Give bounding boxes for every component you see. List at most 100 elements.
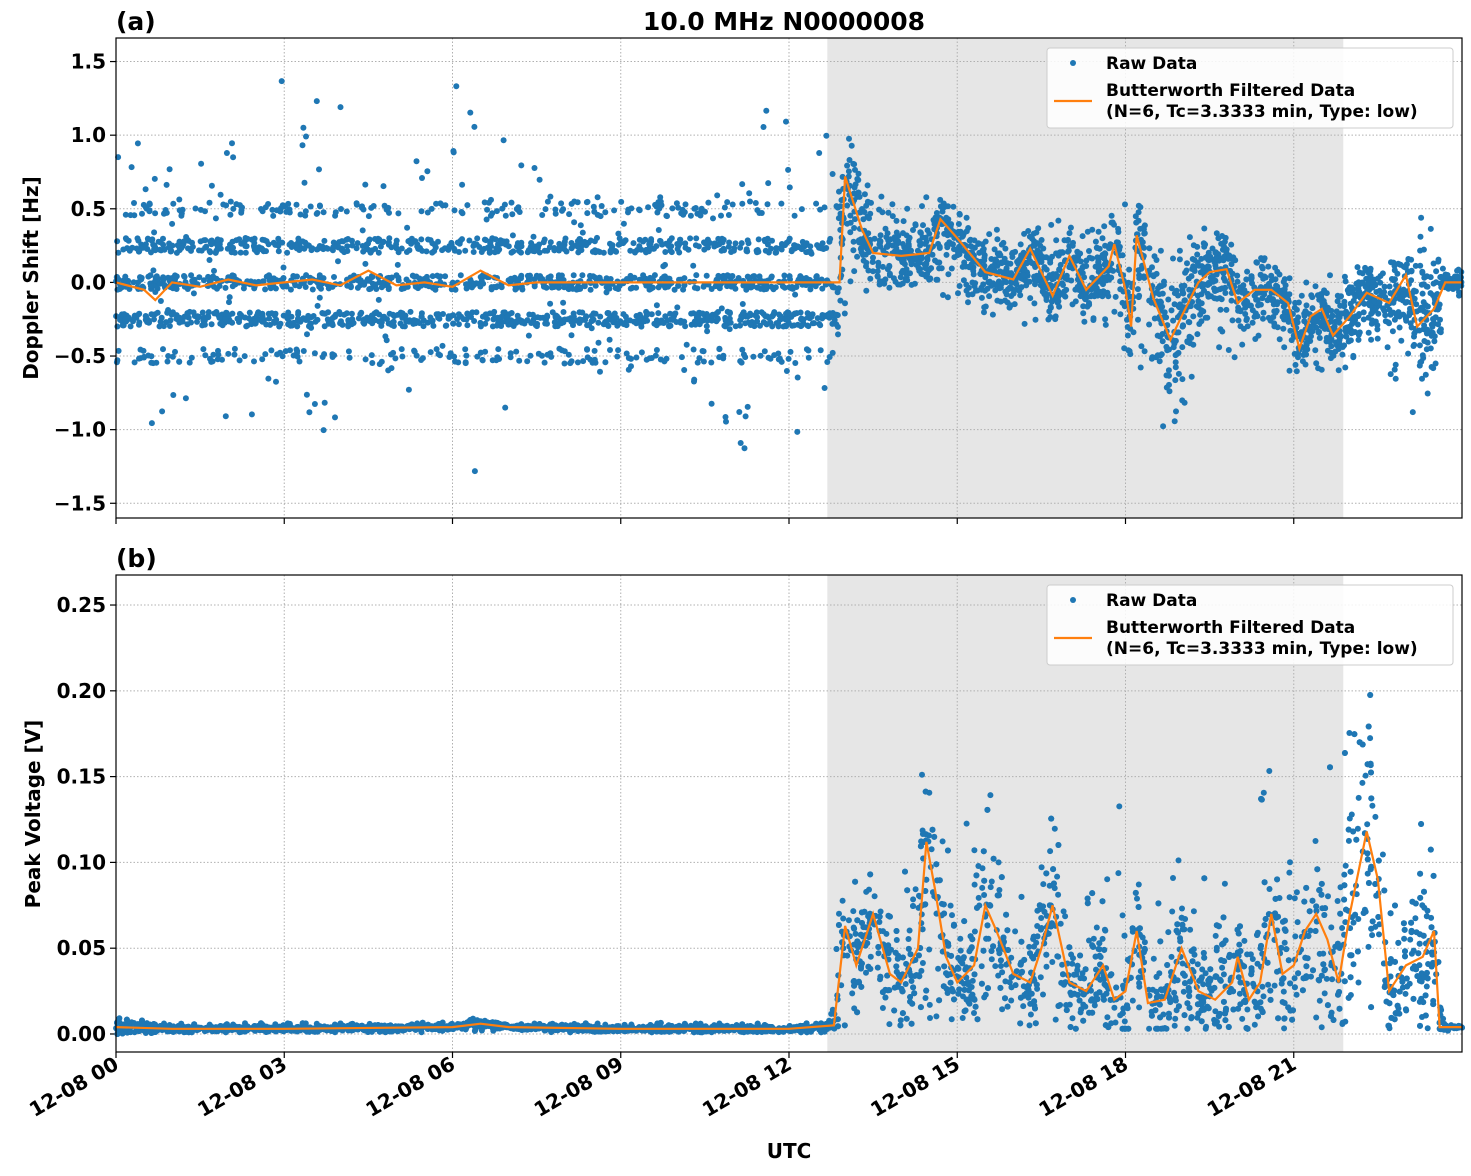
raw-data-point <box>759 309 765 315</box>
raw-data-point <box>280 353 286 359</box>
raw-data-point <box>1313 283 1319 289</box>
raw-data-point <box>669 205 675 211</box>
raw-data-point <box>1392 367 1398 373</box>
raw-data-point <box>338 104 344 110</box>
raw-data-point <box>740 301 746 307</box>
raw-data-point <box>152 176 158 182</box>
raw-data-point <box>824 359 830 365</box>
raw-data-point <box>1161 279 1167 285</box>
raw-data-point <box>251 358 257 364</box>
raw-data-point <box>431 248 437 254</box>
raw-data-point <box>136 248 142 254</box>
raw-data-point <box>160 346 166 352</box>
raw-data-point <box>471 241 477 247</box>
raw-data-point <box>544 313 550 319</box>
raw-data-point <box>361 316 367 322</box>
raw-data-point <box>1201 226 1207 232</box>
raw-data-point <box>547 194 553 200</box>
raw-data-point <box>1033 317 1039 323</box>
raw-data-point <box>1325 306 1331 312</box>
raw-data-point <box>1101 223 1107 229</box>
raw-data-point <box>1319 300 1325 306</box>
raw-data-point <box>395 275 401 281</box>
raw-data-point <box>515 313 521 319</box>
raw-data-point <box>994 227 1000 233</box>
raw-data-point <box>794 429 800 435</box>
raw-data-point <box>786 310 792 316</box>
raw-data-point <box>846 136 852 142</box>
raw-data-point <box>120 247 126 253</box>
raw-data-point <box>994 236 1000 242</box>
raw-data-point <box>1421 299 1427 305</box>
raw-data-point <box>743 413 749 419</box>
raw-data-point <box>750 354 756 360</box>
raw-data-point <box>484 207 490 213</box>
raw-data-point <box>1018 241 1024 247</box>
raw-data-point <box>830 350 836 356</box>
legend-raw-label: Raw Data <box>1106 54 1197 74</box>
raw-data-point <box>389 244 395 250</box>
raw-data-point <box>805 323 811 329</box>
raw-data-point <box>371 203 377 209</box>
raw-data-point <box>1181 283 1187 289</box>
raw-data-point <box>312 401 318 407</box>
raw-data-point <box>704 328 710 334</box>
raw-data-point <box>458 272 464 278</box>
raw-data-point <box>1056 304 1062 310</box>
y-tick-label: −1.0 <box>54 418 106 442</box>
raw-data-point <box>566 211 572 217</box>
raw-data-point <box>614 354 620 360</box>
raw-data-point <box>1160 338 1166 344</box>
raw-data-point <box>647 355 653 361</box>
raw-data-point <box>369 352 375 358</box>
raw-data-point <box>710 215 716 221</box>
raw-data-point <box>259 319 265 325</box>
raw-data-point <box>1346 290 1352 296</box>
raw-data-point <box>1173 408 1179 414</box>
raw-data-point <box>1425 284 1431 290</box>
raw-data-point <box>1138 343 1144 349</box>
raw-data-point <box>1324 290 1330 296</box>
raw-data-point <box>479 278 485 284</box>
raw-data-point <box>691 347 697 353</box>
raw-data-point <box>128 323 134 329</box>
raw-data-point <box>165 307 171 313</box>
raw-data-point <box>552 207 558 213</box>
raw-data-point <box>786 356 792 362</box>
raw-data-point <box>878 194 884 200</box>
raw-data-point <box>1159 351 1165 357</box>
raw-data-point <box>848 278 854 284</box>
raw-data-point <box>1206 264 1212 270</box>
raw-data-point <box>448 243 454 249</box>
raw-data-point <box>1030 243 1036 249</box>
raw-data-point <box>721 237 727 243</box>
raw-data-point <box>314 98 320 104</box>
raw-data-point <box>677 240 683 246</box>
raw-data-point <box>830 171 836 177</box>
raw-data-point <box>1142 348 1148 354</box>
raw-data-point <box>1060 250 1066 256</box>
raw-data-point <box>1173 352 1179 358</box>
raw-data-point <box>602 359 608 365</box>
raw-data-point <box>399 354 405 360</box>
raw-data-point <box>597 369 603 375</box>
raw-data-point <box>565 316 571 322</box>
raw-data-point <box>1261 310 1267 316</box>
raw-data-point <box>1205 294 1211 300</box>
raw-data-point <box>114 357 120 363</box>
raw-data-point <box>1390 328 1396 334</box>
raw-data-point <box>1012 249 1018 255</box>
raw-data-point <box>1437 328 1443 334</box>
raw-data-point <box>196 247 202 253</box>
raw-data-point <box>547 301 553 307</box>
raw-data-point <box>201 237 207 243</box>
raw-data-point <box>1103 322 1109 328</box>
raw-data-point <box>452 207 458 213</box>
raw-data-point <box>155 286 161 292</box>
raw-data-point <box>934 210 940 216</box>
raw-data-point <box>963 282 969 288</box>
raw-data-point <box>345 323 351 329</box>
raw-data-point <box>141 348 147 354</box>
raw-data-point <box>176 197 182 203</box>
raw-data-point <box>1150 272 1156 278</box>
